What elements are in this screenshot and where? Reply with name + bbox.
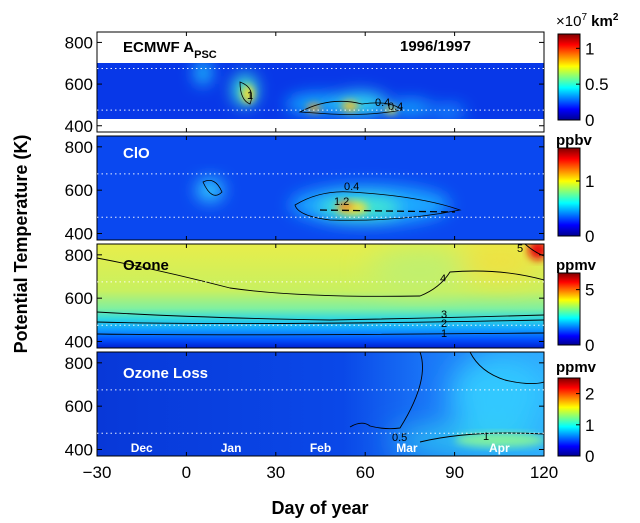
- x-tick-label: 30: [266, 463, 285, 482]
- loss-contour-label-2: 1: [483, 431, 489, 443]
- x-tick-label: 0: [182, 463, 191, 482]
- loss-title: Ozone Loss: [123, 365, 208, 382]
- colorbar-apsc: ×107 km2: [556, 12, 619, 121]
- y-tick-label: 600: [65, 397, 93, 416]
- x-axis-label: Day of year: [271, 498, 368, 518]
- apsc-title: ECMWF APSC: [123, 39, 217, 61]
- clo-field: [97, 136, 544, 240]
- ozone-contour-label-3: 3: [441, 309, 447, 321]
- clo-contour-label-1: 0.4: [344, 181, 359, 193]
- y-tick-label: 400: [65, 225, 93, 244]
- apsc-contour-label-2: 0.4: [375, 97, 390, 109]
- y-tick-label: 800: [65, 33, 93, 52]
- y-axes: 400 600 800 400 600 800 400 600 800 400 600 800: [65, 33, 544, 460]
- clo-contour-label-2: 1.2: [334, 196, 349, 208]
- apsc-contour-label-3: 0.4: [388, 101, 403, 113]
- month-label: Dec: [131, 441, 153, 455]
- panel-ozone-frame: [96, 243, 545, 349]
- colorbar-tick-label: 0: [585, 447, 594, 466]
- colorbar-tick-label: 5: [585, 281, 594, 300]
- panel-ozone: 4 3 2 1 5 Ozone: [96, 243, 545, 349]
- panel-loss: 0.5 1 Ozone Loss: [96, 351, 545, 457]
- y-axis-label: Potential Temperature (K): [11, 135, 31, 354]
- colorbar-ozone: ppmv: [556, 257, 597, 346]
- y-tick-label: 400: [65, 117, 93, 136]
- y-tick-label: 800: [65, 138, 93, 157]
- clo-title: ClO: [123, 145, 150, 162]
- colorbar-ozone-unit: ppmv: [556, 257, 597, 274]
- colorbar-loss-unit: ppmv: [556, 359, 597, 376]
- colorbar-tick-label: 0: [585, 227, 594, 246]
- x-axis: −30 0 30 60 90 120: [83, 32, 558, 482]
- month-label: Feb: [310, 441, 331, 455]
- season-label: 1996/1997: [400, 38, 471, 55]
- month-label: Mar: [396, 441, 418, 455]
- panel-loss-frame: [96, 351, 545, 457]
- panel-clo-frame: [96, 135, 545, 241]
- y-tick-label: 400: [65, 441, 93, 460]
- x-tick-label: 60: [356, 463, 375, 482]
- apsc-contour-label-1: 1: [247, 90, 253, 102]
- ozone-contour-label-4: 4: [440, 273, 446, 285]
- colorbar-loss: ppmv: [556, 359, 597, 457]
- colorbar-tick-label: 1: [585, 416, 594, 435]
- month-labels: Dec Jan Feb Mar Apr: [131, 441, 510, 455]
- y-tick-label: 800: [65, 246, 93, 265]
- panel-apsc: 1 0.4 0.4 ECMWF APSC 1996/1997: [96, 31, 545, 133]
- month-label: Apr: [489, 441, 510, 455]
- y-tick-label: 600: [65, 75, 93, 94]
- y-tick-label: 600: [65, 181, 93, 200]
- y-tick-label: 600: [65, 289, 93, 308]
- colorbar-clo-unit: ppbv: [556, 132, 592, 149]
- panel-apsc-frame: [96, 31, 545, 133]
- x-tick-label: 120: [530, 463, 558, 482]
- ozone-contour-label-5: 5: [517, 243, 523, 255]
- panel-clo: 0.4 1.2 ClO: [96, 135, 545, 241]
- ozone-contour-label-2: 2: [441, 318, 447, 330]
- month-label: Jan: [221, 441, 242, 455]
- y-tick-label: 400: [65, 333, 93, 352]
- colorbar-tick-label: 0: [585, 111, 594, 130]
- y-tick-label: 800: [65, 354, 93, 373]
- colorbar-tick-label: 0: [585, 336, 594, 355]
- colorbar-tick-label: 1: [585, 39, 594, 58]
- x-tick-label: −30: [83, 463, 112, 482]
- x-tick-label: 90: [445, 463, 464, 482]
- colorbar-clo: ppbv: [556, 132, 592, 237]
- colorbar-tick-label: 1: [585, 172, 594, 191]
- ozone-contour-label-1: 1: [441, 328, 447, 340]
- colorbar-tick-label: 2: [585, 385, 594, 404]
- colorbar-apsc-unit: ×107 km2: [556, 12, 619, 30]
- loss-contour-label-1: 0.5: [392, 432, 407, 444]
- ozone-title: Ozone: [123, 257, 169, 274]
- colorbar-tick-label: 0.5: [585, 75, 609, 94]
